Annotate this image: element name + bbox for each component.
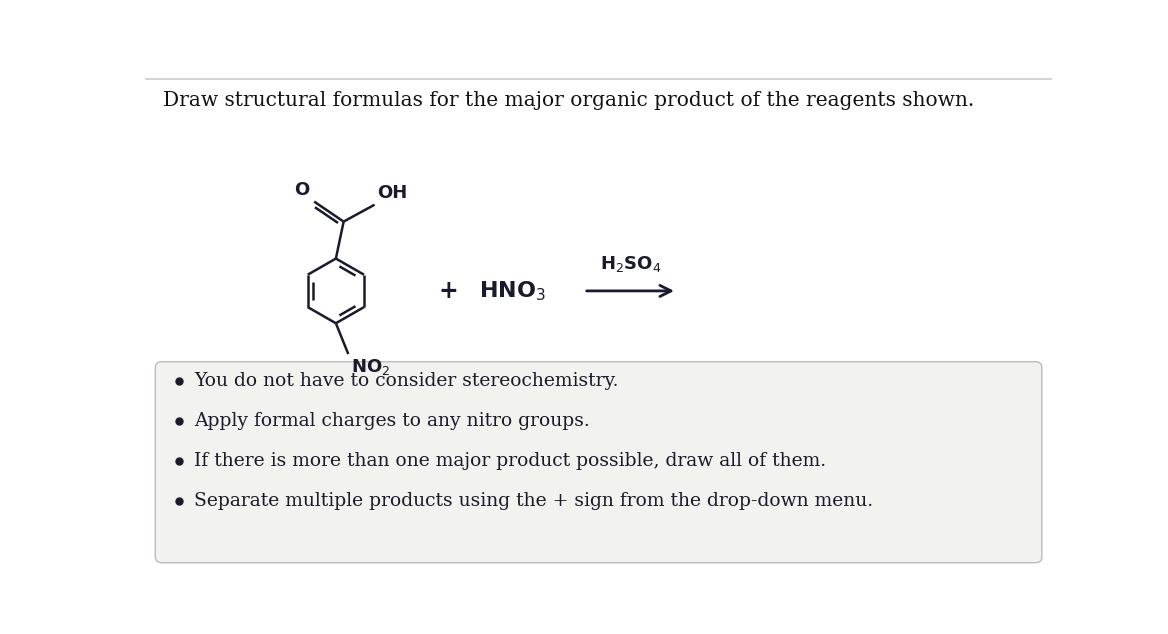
Text: Draw structural formulas for the major organic product of the reagents shown.: Draw structural formulas for the major o…: [164, 91, 974, 110]
FancyBboxPatch shape: [155, 362, 1042, 563]
Text: Separate multiple products using the + sign from the drop-down menu.: Separate multiple products using the + s…: [194, 492, 874, 510]
Text: Apply formal charges to any nitro groups.: Apply formal charges to any nitro groups…: [194, 412, 590, 430]
Text: You do not have to consider stereochemistry.: You do not have to consider stereochemis…: [194, 372, 619, 390]
Text: +: +: [438, 279, 458, 303]
Text: H$_2$SO$_4$: H$_2$SO$_4$: [599, 254, 661, 274]
Text: O: O: [294, 181, 310, 199]
Text: If there is more than one major product possible, draw all of them.: If there is more than one major product …: [194, 452, 826, 470]
Text: HNO$_3$: HNO$_3$: [479, 279, 547, 302]
Text: OH: OH: [377, 184, 408, 202]
Text: NO$_2$: NO$_2$: [350, 357, 390, 377]
